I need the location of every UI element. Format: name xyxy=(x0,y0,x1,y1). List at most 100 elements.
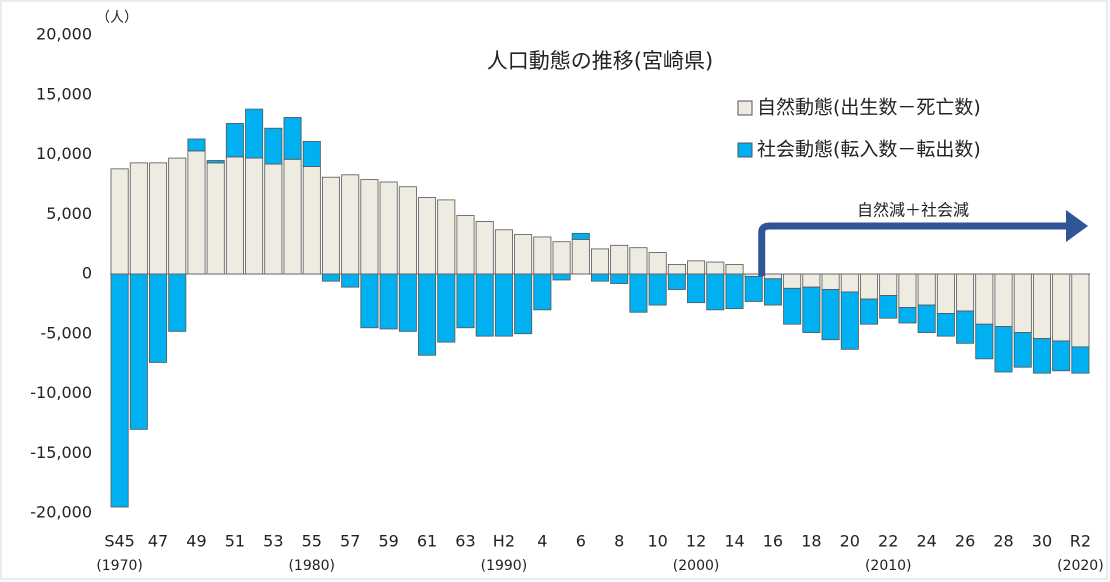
y-tick-label: 15,000 xyxy=(36,84,92,103)
bar xyxy=(321,176,340,275)
x-year-label: (2020) xyxy=(1057,558,1104,574)
x-tick-label: 28 xyxy=(993,532,1013,551)
x-tick-label: 47 xyxy=(148,532,168,551)
x-tick-label: 51 xyxy=(225,532,245,551)
bar xyxy=(610,244,629,275)
bar xyxy=(149,162,168,275)
bar xyxy=(1052,273,1071,342)
bar xyxy=(840,291,859,350)
x-tick-label: 20 xyxy=(840,532,860,551)
bar xyxy=(821,289,840,341)
bar xyxy=(1032,338,1051,374)
legend-swatch xyxy=(737,100,753,116)
y-tick-label: 5,000 xyxy=(46,204,92,223)
bar xyxy=(456,273,475,329)
bar xyxy=(418,197,437,275)
bar xyxy=(802,273,821,288)
bar xyxy=(725,273,744,310)
bar xyxy=(571,232,590,240)
x-tick-label: H2 xyxy=(493,532,515,551)
y-tick-label: -5,000 xyxy=(40,323,92,342)
y-tick-label: 0 xyxy=(82,264,92,283)
bar xyxy=(629,247,648,275)
bar xyxy=(321,273,340,282)
bar xyxy=(590,273,610,282)
y-tick-label: -10,000 xyxy=(30,383,92,402)
bar xyxy=(725,264,744,275)
bar xyxy=(129,273,148,430)
bar xyxy=(744,275,763,302)
bar xyxy=(379,273,398,330)
bar xyxy=(994,326,1013,373)
bar xyxy=(437,273,456,343)
bar xyxy=(975,323,994,360)
x-year-label: (1970) xyxy=(96,558,143,574)
x-tick-label: 59 xyxy=(378,532,398,551)
bar xyxy=(302,140,321,167)
bar xyxy=(533,236,552,275)
annotation-arrow xyxy=(758,222,1068,276)
x-tick-label: 55 xyxy=(302,532,322,551)
x-tick-label: 26 xyxy=(955,532,975,551)
x-tick-label: 10 xyxy=(647,532,667,551)
bar xyxy=(398,273,417,332)
bar xyxy=(398,186,417,275)
y-tick-label: -20,000 xyxy=(30,503,92,522)
chart-title: 人口動態の推移(宮崎県) xyxy=(487,49,713,73)
bar xyxy=(898,307,917,324)
x-tick-label: 49 xyxy=(186,532,206,551)
bar xyxy=(283,158,302,275)
bar xyxy=(168,157,187,275)
bar xyxy=(264,163,283,275)
bar xyxy=(187,150,206,275)
bar xyxy=(590,248,610,275)
bar xyxy=(1071,273,1090,348)
bar xyxy=(360,273,379,329)
bar xyxy=(514,234,533,275)
bar xyxy=(802,286,821,333)
bar xyxy=(763,278,782,306)
bar xyxy=(821,273,840,290)
bar xyxy=(514,273,533,335)
bar xyxy=(110,168,129,275)
bar xyxy=(437,199,456,275)
bar xyxy=(341,174,360,275)
y-tick-label: 10,000 xyxy=(36,144,92,163)
annotation: 自然減＋社会減 xyxy=(857,201,969,220)
bar xyxy=(552,273,571,281)
bar xyxy=(456,215,475,275)
bar xyxy=(1052,340,1071,372)
bar xyxy=(149,273,168,363)
bar xyxy=(956,273,975,312)
x-tick-label: 18 xyxy=(801,532,821,551)
bar xyxy=(898,273,917,308)
bar xyxy=(245,108,264,159)
legend-label: 自然動態(出生数－死亡数) xyxy=(757,97,981,119)
bar xyxy=(610,273,629,284)
bar xyxy=(629,273,648,313)
x-year-label: (2010) xyxy=(865,558,912,574)
x-tick-label: S45 xyxy=(104,532,135,551)
bar xyxy=(571,238,590,275)
bar xyxy=(533,273,552,311)
bar xyxy=(206,162,225,275)
bar xyxy=(763,273,782,280)
bar xyxy=(860,273,879,300)
bar xyxy=(379,181,398,275)
x-tick-label: 12 xyxy=(686,532,706,551)
bar xyxy=(667,264,686,275)
bar xyxy=(1013,332,1032,368)
bar xyxy=(552,241,571,275)
x-tick-label: 63 xyxy=(455,532,475,551)
y-tick-label: -15,000 xyxy=(30,443,92,462)
bar xyxy=(879,295,898,319)
bar xyxy=(648,252,667,275)
bar xyxy=(783,287,802,325)
bar xyxy=(917,273,936,306)
bar xyxy=(225,156,244,275)
bar xyxy=(187,138,206,152)
y-tick-label: 20,000 xyxy=(36,25,92,44)
bar xyxy=(264,127,283,165)
bar xyxy=(687,260,706,275)
bar xyxy=(936,273,955,314)
